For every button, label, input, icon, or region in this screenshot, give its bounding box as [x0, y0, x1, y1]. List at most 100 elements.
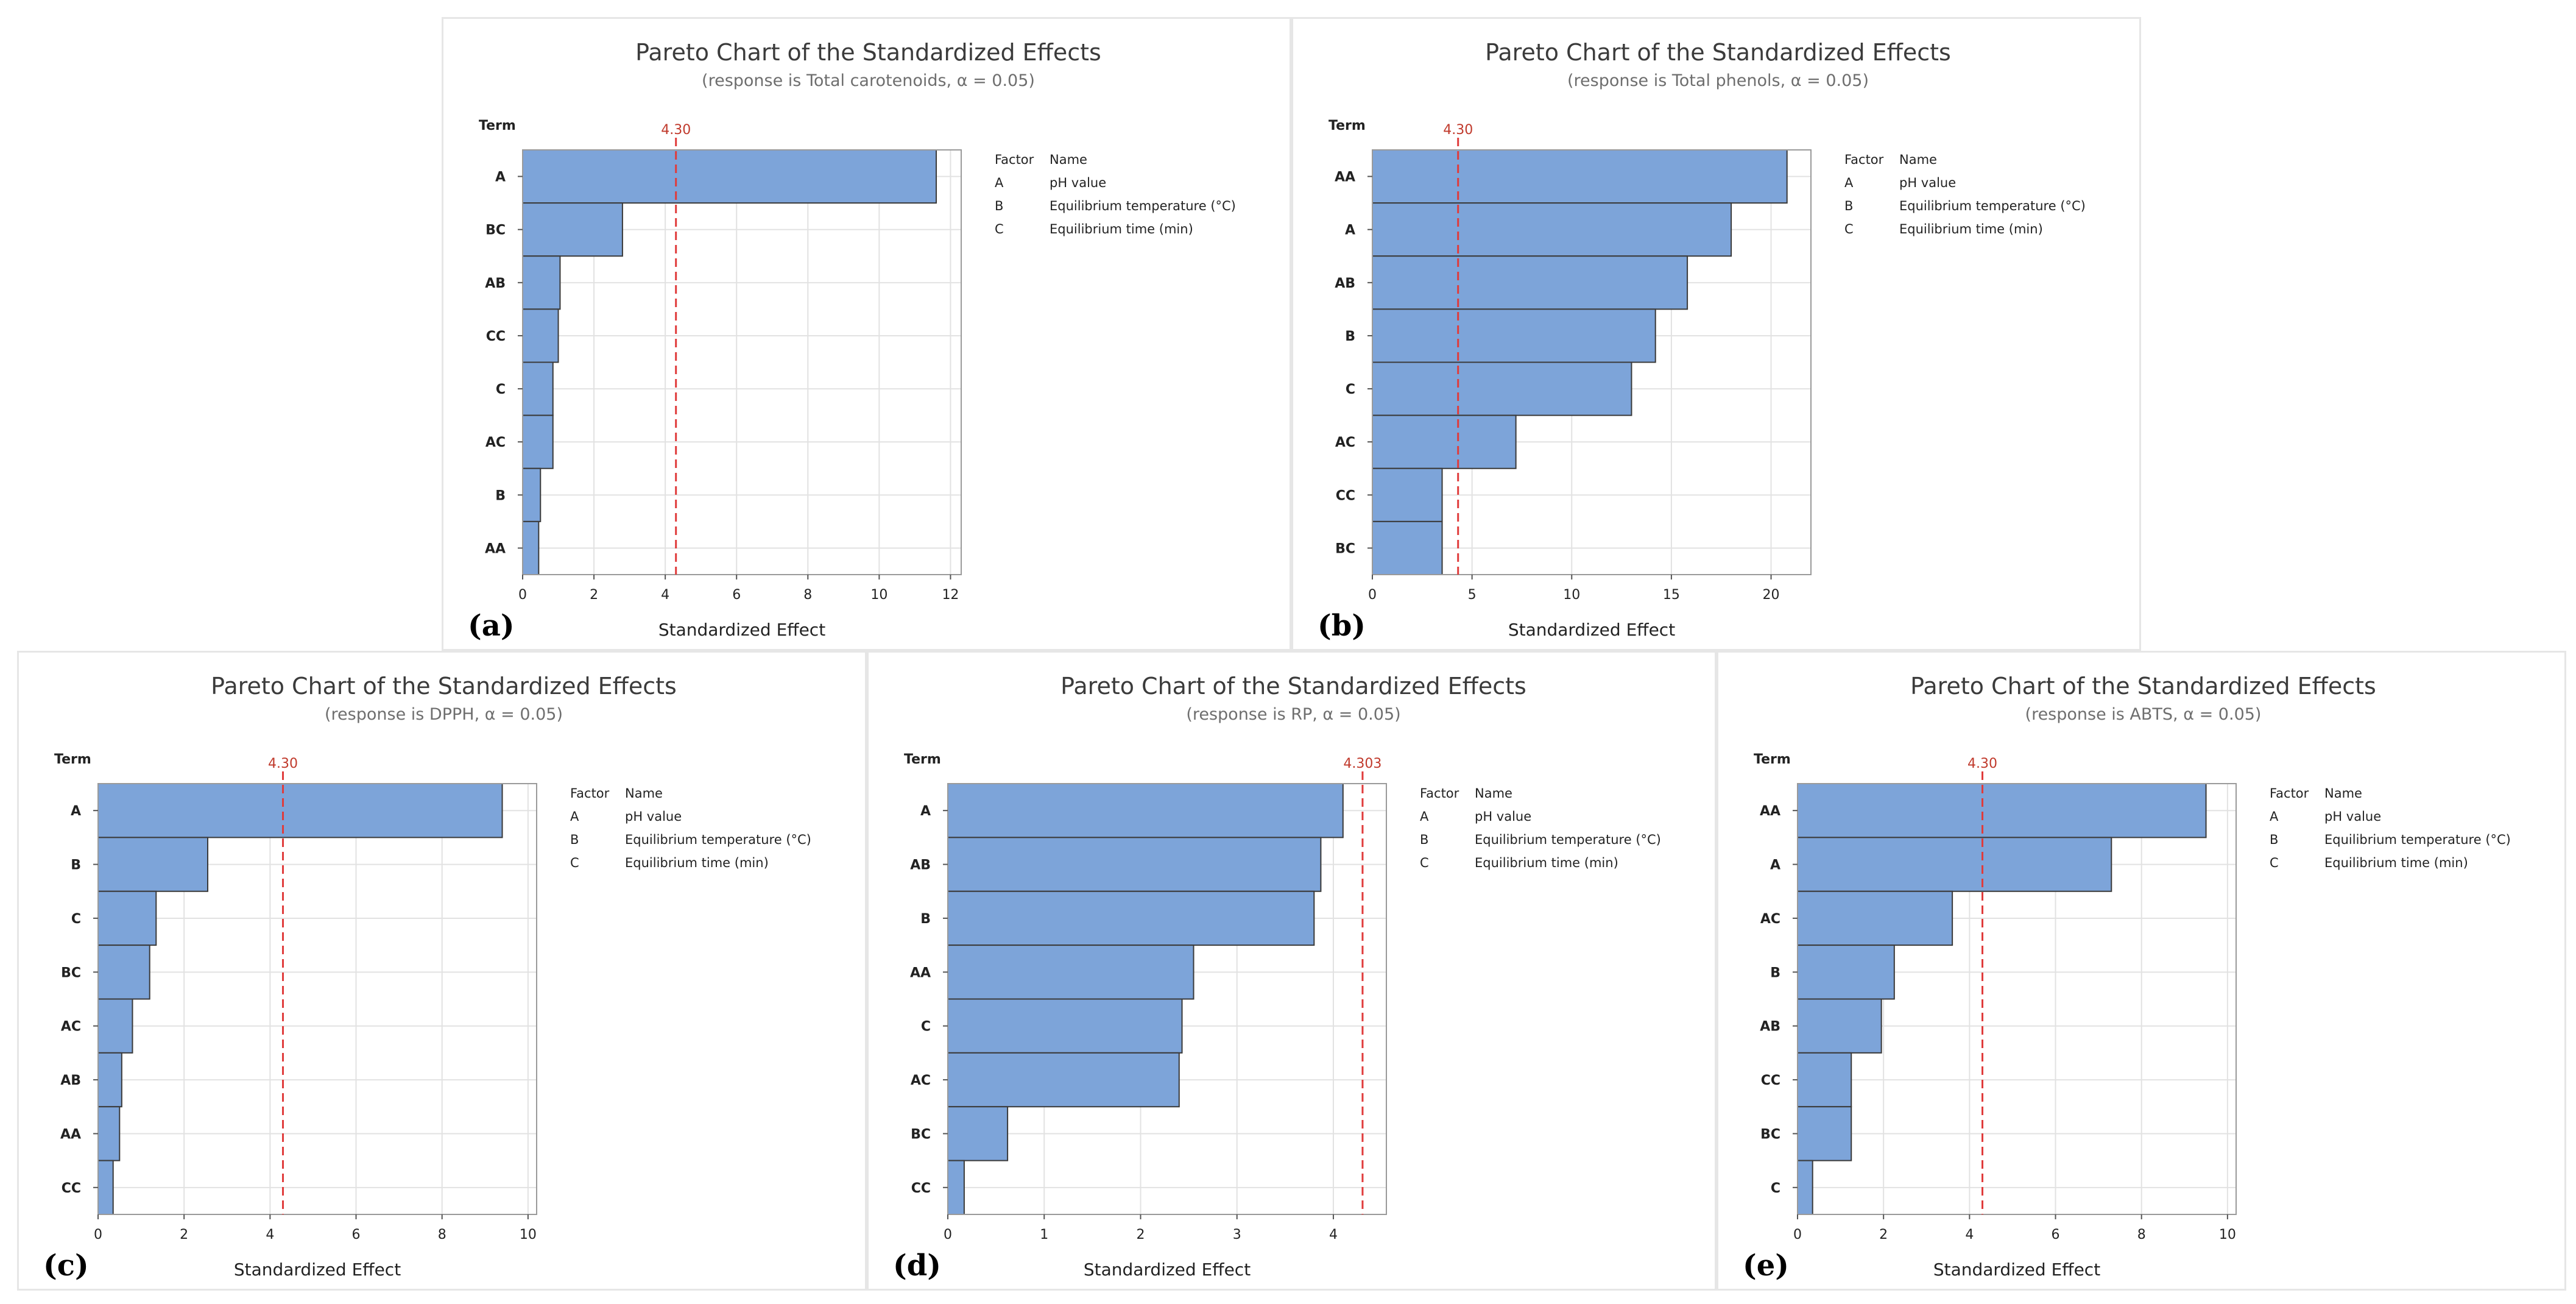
x-tick-label: 20 [1763, 587, 1780, 603]
bar-AA [947, 944, 1194, 1000]
bar-BC [97, 944, 150, 1000]
legend-header-name: Name [2324, 786, 2362, 801]
x-tick-label: 5 [1468, 587, 1477, 603]
y-tick-label: CC [1336, 488, 1355, 503]
x-tick-label: 6 [352, 1227, 361, 1242]
x-tick-label: 0 [518, 587, 527, 603]
legend-header-factor: Factor [2270, 786, 2309, 801]
bar-AA [97, 1106, 121, 1161]
y-tick-label: A [1770, 858, 1780, 873]
chart-subtitle: (response is Total phenols, α = 0.05) [1567, 71, 1869, 90]
bar-AC [97, 998, 133, 1054]
y-tick-label: AB [1760, 1019, 1780, 1035]
legend-factor: B [1844, 199, 1853, 213]
y-tick-label: AC [1335, 435, 1355, 450]
x-tick-label: 10 [2219, 1227, 2236, 1242]
x-tick-label: 0 [1368, 587, 1377, 603]
legend-name: Equilibrium temperature (°C) [1050, 199, 1236, 213]
bar-AC [522, 414, 554, 469]
bar-B [947, 890, 1315, 946]
y-tick-label: BC [1335, 541, 1355, 556]
plot-frame [1372, 149, 1812, 575]
x-tick-label: 2 [1136, 1227, 1145, 1242]
legend-name: pH value [625, 809, 682, 824]
y-tick-label: AB [485, 276, 506, 291]
bar-B [1372, 308, 1656, 363]
x-tick-label: 12 [942, 587, 959, 603]
chart-title: Pareto Chart of the Standardized Effects [1910, 673, 2376, 700]
y-tick-label: C [921, 1019, 931, 1035]
plot-frame [97, 783, 537, 1215]
x-tick-label: 4 [1965, 1227, 1974, 1242]
legend-name: pH value [1475, 809, 1531, 824]
legend-factor: C [2270, 856, 2279, 870]
x-axis-title: Standardized Effect [1933, 1260, 2100, 1280]
y-tick-label: CC [486, 329, 506, 344]
bar-CC [522, 308, 559, 363]
y-tick-label: CC [62, 1181, 81, 1196]
x-tick-label: 10 [520, 1227, 537, 1242]
y-tick-label: A [495, 170, 506, 185]
legend-factor: B [2270, 832, 2278, 847]
bar-AB [1372, 255, 1689, 310]
y-tick-label: BC [911, 1127, 931, 1142]
critical-value-label: 4.303 [1343, 756, 1382, 771]
legend-factor: A [995, 175, 1004, 190]
y-tick-label: C [71, 912, 81, 927]
bar-A [97, 783, 503, 838]
plot-frame [1797, 783, 2237, 1215]
legend-name: pH value [1050, 175, 1106, 190]
pareto-chart-d: Pareto Chart of the Standardized Effects… [893, 673, 1661, 1283]
panel-e: Pareto Chart of the Standardized Effects… [1717, 651, 2566, 1291]
legend-header-name: Name [1050, 152, 1087, 167]
y-tick-label: AA [1335, 170, 1355, 185]
legend-factor: C [995, 222, 1004, 236]
y-tick-label: A [920, 804, 931, 819]
y-tick-label: BC [485, 223, 506, 238]
y-tick-label: AA [485, 541, 506, 556]
bar-A [1372, 202, 1732, 257]
bar-A [1797, 837, 2112, 892]
y-tick-label: BC [61, 965, 81, 980]
y-tick-label: A [71, 804, 81, 819]
legend-header-factor: Factor [1420, 786, 1459, 801]
critical-value-label: 4.30 [661, 122, 691, 138]
x-tick-label: 8 [803, 587, 812, 603]
y-tick-label: B [495, 488, 506, 503]
plot-frame [947, 783, 1387, 1215]
y-axis-title: Term [54, 752, 91, 767]
y-tick-label: BC [1760, 1127, 1780, 1142]
panel-d: Pareto Chart of the Standardized Effects… [867, 651, 1717, 1291]
x-tick-label: 10 [870, 587, 887, 603]
bar-B [1797, 944, 1895, 1000]
chart-subtitle: (response is Total carotenoids, α = 0.05… [702, 71, 1035, 90]
y-tick-label: AA [1760, 804, 1780, 819]
bar-AC [1372, 414, 1517, 469]
y-tick-label: A [1345, 223, 1355, 238]
y-tick-label: C [1771, 1181, 1780, 1196]
y-tick-label: B [71, 858, 81, 873]
y-tick-label: C [1346, 382, 1355, 397]
legend-name: Equilibrium time (min) [2324, 856, 2468, 870]
x-tick-label: 6 [732, 587, 741, 603]
bar-C [522, 361, 554, 416]
critical-value-label: 4.30 [1967, 756, 1997, 771]
bar-CC [1797, 1052, 1852, 1108]
legend-name: Equilibrium temperature (°C) [2324, 832, 2511, 847]
bar-AB [947, 837, 1322, 892]
x-axis-title: Standardized Effect [1508, 620, 1675, 640]
critical-value-label: 4.30 [268, 756, 298, 771]
x-axis-title: Standardized Effect [1084, 1260, 1251, 1280]
chart-title: Pareto Chart of the Standardized Effects [211, 673, 677, 700]
y-axis-title: Term [479, 118, 516, 133]
y-tick-label: AA [60, 1127, 81, 1142]
bar-C [97, 890, 157, 946]
bar-C [1797, 1160, 1813, 1215]
bar-AB [522, 255, 561, 310]
x-tick-label: 4 [266, 1227, 274, 1242]
y-tick-label: B [1345, 329, 1355, 344]
y-tick-label: B [920, 912, 931, 927]
bar-AA [1372, 149, 1788, 204]
x-axis-title: Standardized Effect [234, 1260, 401, 1280]
pareto-chart-e: Pareto Chart of the Standardized Effects… [1743, 673, 2511, 1283]
